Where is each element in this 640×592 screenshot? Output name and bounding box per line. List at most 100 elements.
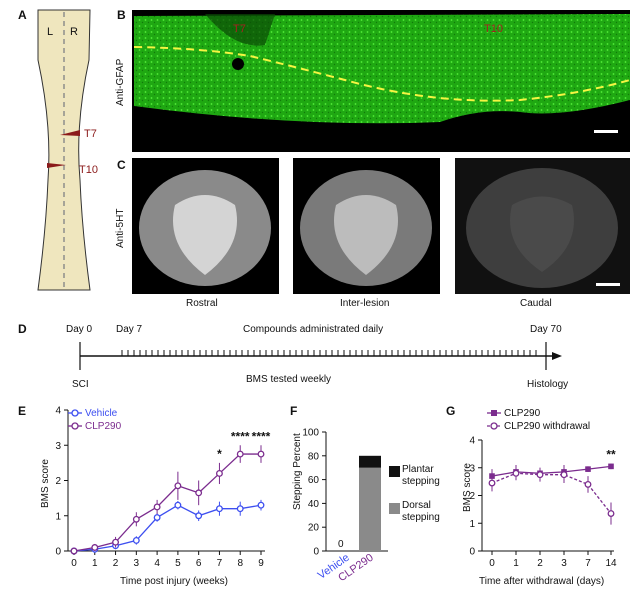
g-point — [488, 479, 496, 487]
right-side-label: R — [70, 26, 78, 38]
g-series-line-clp290 — [491, 465, 612, 477]
legend-clp290-g-label: CLP290 — [504, 408, 541, 419]
g-y-tick-label: 1 — [469, 519, 475, 530]
legend-withdrawal-label: CLP290 withdrawal — [504, 421, 591, 432]
scale-bar — [596, 283, 620, 286]
gfap-t10-label: T10 — [484, 23, 503, 35]
e-legend-marker — [71, 422, 79, 430]
e-x-tick-label: 0 — [71, 558, 77, 569]
timeline-compounds: Compounds administrated daily — [243, 324, 384, 335]
lesion-t10-label: T10 — [79, 164, 98, 176]
g-x-tick-label: 3 — [561, 558, 567, 569]
e-point — [195, 489, 203, 497]
left-side-label: L — [47, 26, 54, 38]
g-y-tick-label: 2 — [469, 491, 475, 502]
f-y-tick-label: 80 — [308, 451, 320, 462]
e-point — [112, 538, 120, 546]
legend-vehicle-label: Vehicle — [85, 408, 118, 419]
chart-e-xlabel: Time post injury (weeks) — [120, 576, 228, 587]
f-legend-plantar-swatch — [389, 466, 400, 477]
e-x-tick-label: 4 — [154, 558, 160, 569]
g-point — [607, 510, 615, 517]
f-y-tick-label: 100 — [302, 428, 319, 439]
e-x-tick-label: 7 — [217, 558, 223, 569]
g-point — [512, 469, 520, 477]
e-series-line-vehicle — [73, 504, 262, 552]
panel-label-e: E — [18, 404, 27, 418]
chart-f-zero-label: 0 — [338, 539, 344, 550]
g-x-tick-label: 1 — [513, 558, 519, 569]
g-legend-marker — [491, 410, 497, 416]
panel-label-b: B — [117, 8, 126, 22]
legend-dorsal-label: Dorsal — [402, 500, 431, 511]
e-x-tick-label: 6 — [196, 558, 202, 569]
legend-clp290-label: CLP290 — [85, 421, 122, 432]
g-x-tick-label: 7 — [585, 558, 591, 569]
chart-g-xlabel: Time after withdrawal (days) — [479, 576, 605, 587]
f-legend-dorsal-swatch — [389, 503, 400, 514]
panel-label-d: D — [18, 322, 27, 336]
g-y-tick-label: 3 — [469, 463, 475, 474]
e-series-line-clp290 — [73, 453, 261, 552]
e-point — [174, 482, 182, 490]
g-point — [608, 463, 614, 470]
g-x-tick-label: 14 — [605, 558, 617, 569]
g-point — [585, 466, 591, 472]
e-x-tick-label: 1 — [92, 558, 98, 569]
lesion-t7-marker — [60, 130, 80, 136]
e-point — [215, 505, 223, 513]
timeline-bms: BMS tested weekly — [246, 374, 332, 385]
timeline-arrow — [552, 352, 562, 360]
e-point — [257, 501, 265, 509]
e-y-tick-label: 4 — [55, 406, 61, 417]
e-x-tick-label: 3 — [134, 558, 140, 569]
timeline-day0: Day 0 — [66, 324, 93, 335]
e-x-tick-label: 5 — [175, 558, 181, 569]
panel-label-f: F — [290, 404, 298, 418]
e-point — [257, 450, 265, 458]
g-significance: ** — [606, 448, 616, 462]
section-caudal-label: Caudal — [520, 298, 552, 309]
e-significance: **** — [231, 429, 250, 443]
e-x-tick-label: 9 — [258, 558, 264, 569]
e-point — [215, 470, 223, 477]
legend-plantar-label-2: stepping — [402, 476, 440, 487]
e-y-tick-label: 3 — [55, 441, 61, 452]
legend-dorsal-label-2: stepping — [402, 512, 440, 523]
e-x-tick-label: 2 — [113, 558, 119, 569]
central-canal-dashline — [133, 46, 631, 102]
lesion-t10-marker — [47, 163, 66, 168]
g-series-line-withdrawal — [491, 472, 612, 514]
panel-label-g: G — [446, 404, 456, 418]
e-y-tick-label: 1 — [55, 511, 61, 522]
timeline-day7: Day 7 — [116, 324, 143, 335]
e-y-tick-label: 0 — [55, 547, 61, 558]
e-point — [236, 505, 244, 513]
gfap-t7-label: T7 — [233, 23, 246, 35]
g-x-tick-label: 0 — [489, 558, 495, 569]
e-point — [132, 536, 140, 544]
e-point — [174, 501, 182, 509]
f-y-tick-label: 60 — [308, 475, 320, 486]
g-y-tick-label: 0 — [469, 547, 475, 558]
e-significance: * — [217, 447, 222, 461]
e-point — [153, 503, 161, 511]
section-interlesion-label: Inter-lesion — [340, 298, 390, 309]
section-rostral-label: Rostral — [186, 298, 218, 309]
f-bar-dorsal — [359, 467, 381, 551]
g-y-tick-label: 4 — [469, 436, 475, 447]
g-legend-marker — [490, 422, 498, 430]
e-point — [236, 450, 244, 458]
e-significance: **** — [252, 429, 271, 443]
e-point — [91, 544, 99, 551]
e-point — [70, 547, 78, 555]
panel-label-c: C — [117, 158, 126, 172]
e-point — [153, 514, 161, 521]
e-legend-marker — [71, 409, 79, 417]
e-y-tick-label: 2 — [55, 476, 61, 487]
